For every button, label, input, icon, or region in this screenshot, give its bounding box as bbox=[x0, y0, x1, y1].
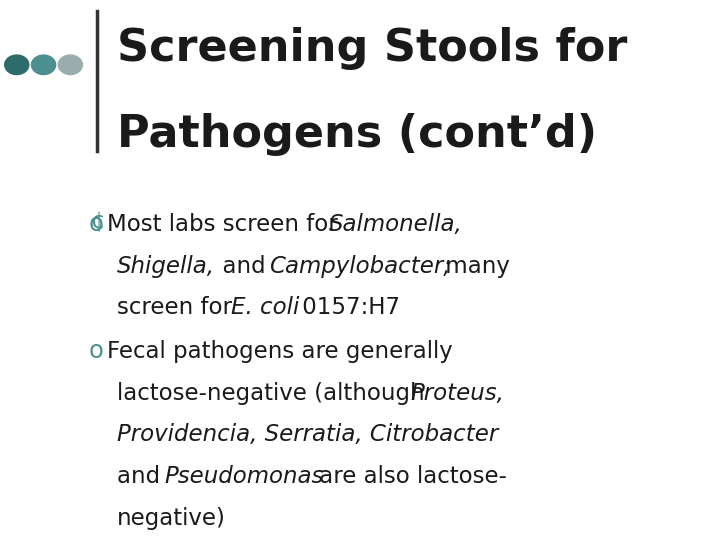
Text: Providencia, Serratia, Citrobacter: Providencia, Serratia, Citrobacter bbox=[117, 423, 498, 447]
Text: Most labs screen for: Most labs screen for bbox=[107, 213, 345, 237]
Text: ¢: ¢ bbox=[91, 211, 105, 234]
Circle shape bbox=[32, 55, 55, 75]
Circle shape bbox=[58, 55, 82, 75]
Circle shape bbox=[5, 55, 29, 75]
Text: Proteus,: Proteus, bbox=[410, 382, 504, 405]
Text: screen for: screen for bbox=[117, 296, 240, 320]
Text: Pseudomonas: Pseudomonas bbox=[164, 465, 323, 488]
Text: Pathogens (cont’d): Pathogens (cont’d) bbox=[117, 113, 598, 157]
Text: are also lactose-: are also lactose- bbox=[312, 465, 508, 488]
Text: E. coli: E. coli bbox=[231, 296, 300, 320]
Text: 0157:H7: 0157:H7 bbox=[294, 296, 400, 320]
Text: Shigella,: Shigella, bbox=[117, 255, 215, 278]
Text: Fecal pathogens are generally: Fecal pathogens are generally bbox=[107, 340, 453, 363]
Text: o: o bbox=[89, 339, 103, 363]
Text: Campylobacter;: Campylobacter; bbox=[269, 255, 451, 278]
Text: o: o bbox=[89, 212, 103, 236]
Text: negative): negative) bbox=[117, 507, 226, 530]
Text: and: and bbox=[208, 255, 274, 278]
Text: Screening Stools for: Screening Stools for bbox=[117, 27, 628, 70]
Text: lactose-negative (although: lactose-negative (although bbox=[117, 382, 432, 405]
Text: many: many bbox=[438, 255, 510, 278]
Text: Salmonella,: Salmonella, bbox=[328, 213, 462, 237]
Text: and: and bbox=[117, 465, 168, 488]
